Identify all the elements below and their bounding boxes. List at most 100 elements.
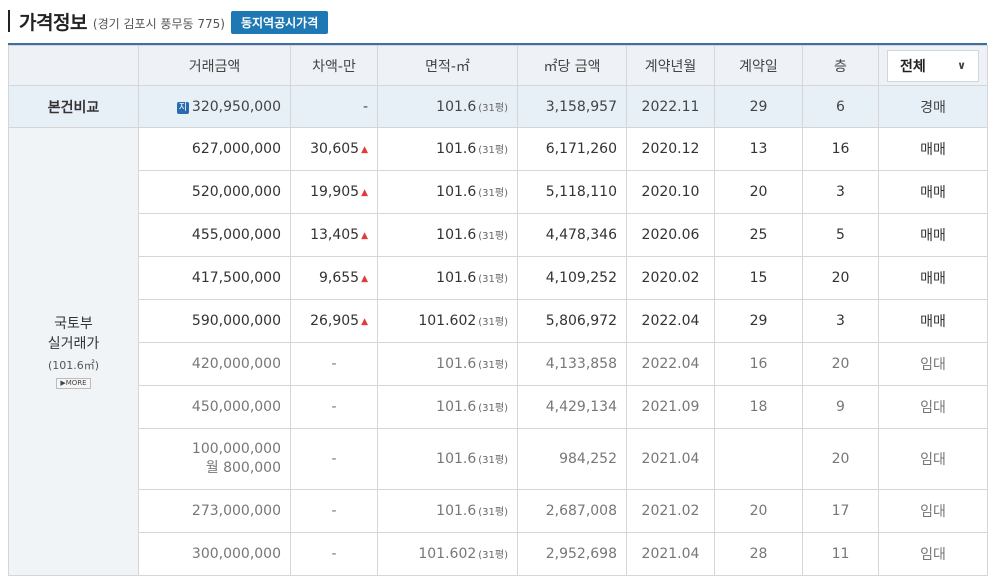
floor-cell: 11 (802, 532, 879, 576)
pyeong-value: (31평) (478, 403, 508, 414)
diff-value: - (331, 503, 337, 519)
type-cell: 매매 (878, 127, 988, 171)
pyeong-value: (31평) (478, 274, 508, 285)
price-cell: 100,000,000 월 800,000 (138, 428, 291, 490)
type-filter-value: 전체 (900, 58, 926, 75)
table-row: 국토부 실거래가 (101.6㎡) ▶MORE 627,000,000 30,60… (8, 127, 988, 576)
table-row: 100,000,000 월 800,000-101.6 (31평) 984,252 20… (9, 428, 988, 490)
year-month-cell: 2020.10 (626, 170, 715, 214)
area-cell: 101.6 (31평) (377, 428, 518, 490)
area-value: 101.6 (436, 227, 477, 243)
increase-triangle-icon: ▲ (361, 145, 368, 155)
price-cell: 273,000,000 (138, 489, 291, 533)
more-button[interactable]: ▶MORE (56, 378, 91, 389)
price: 417,500,000 (191, 270, 281, 286)
price-cell: 455,000,000 (138, 213, 291, 257)
source-area: (101.6㎡) (47, 359, 100, 372)
diff-cell: - (290, 385, 378, 429)
district-public-price-button[interactable]: 동지역공시가격 (230, 11, 329, 34)
col-header-price: 거래금액 (138, 45, 291, 86)
year-month-cell: 2021.04 (626, 532, 715, 576)
type-cell: 임대 (878, 385, 988, 429)
diff-value: - (331, 356, 337, 372)
area-cell: 101.6 (31평) (377, 489, 518, 533)
price: 100,000,000 (191, 441, 281, 457)
area-value: 101.6 (436, 451, 477, 467)
title-bar-marker (8, 10, 10, 32)
floor-cell: 20 (802, 428, 879, 490)
type-cell: 매매 (878, 170, 988, 214)
type-cell: 임대 (878, 532, 988, 576)
source-label-line2: 실거래가 (47, 336, 100, 352)
compare-per-m2: 3,158,957 (517, 85, 627, 128)
price: 300,000,000 (191, 546, 281, 562)
pyeong-value: (31평) (478, 507, 508, 518)
price-cell: 590,000,000 (138, 299, 291, 343)
type-cell: 매매 (878, 256, 988, 300)
area-value: 101.6 (436, 270, 477, 286)
diff-value: - (331, 546, 337, 562)
per-m2-cell: 4,478,346 (517, 213, 627, 257)
diff-value: 30,605 (310, 141, 360, 157)
section-header: 가격정보 (경기 김포시 풍무동 775) 동지역공시가격 (8, 6, 329, 36)
diff-value: 19,905 (310, 184, 360, 200)
compare-row: 본건비교 지 320,950,000 - 101.6 (31평) 3,158,957… (8, 85, 988, 128)
col-header-area: 면적-㎡ (377, 45, 518, 86)
area-cell: 101.6 (31평) (377, 342, 518, 386)
type-cell: 임대 (878, 342, 988, 386)
address-text: (경기 김포시 풍무동 775) (92, 16, 225, 31)
per-m2-cell: 4,109,252 (517, 256, 627, 300)
year-month-cell: 2021.02 (626, 489, 715, 533)
table-row: 520,000,000 19,905 ▲ 101.6 (31평) 5,118,110 202… (9, 170, 988, 214)
diff-value: 26,905 (310, 313, 360, 329)
day-cell: 15 (714, 256, 803, 300)
diff-value: - (331, 399, 337, 415)
compare-price-cell: 지 320,950,000 (138, 85, 291, 128)
type-filter-select[interactable]: 전체 ∨ (887, 49, 979, 82)
per-m2-cell: 6,171,260 (517, 127, 627, 171)
auction-badge-icon: 지 (176, 101, 189, 114)
col-header-floor: 층 (802, 45, 879, 86)
diff-cell: 19,905 ▲ (290, 170, 378, 214)
area-value: 101.602 (418, 546, 477, 562)
price-cell: 420,000,000 (138, 342, 291, 386)
floor-cell: 20 (802, 256, 879, 300)
type-cell: 매매 (878, 299, 988, 343)
area-value: 101.6 (436, 141, 477, 157)
diff-cell: 30,605 ▲ (290, 127, 378, 171)
diff-value: 13,405 (310, 227, 360, 243)
per-m2-cell: 984,252 (517, 428, 627, 490)
table-row: 420,000,000-101.6 (31평) 4,133,858 2022.04 16… (9, 342, 988, 386)
price-table: 거래금액 차액-만 면적-㎡ ㎡당 금액 계약년월 계약일 층 전체 ∨ 본건비… (8, 45, 988, 576)
col-header-per-m2: ㎡당 금액 (517, 45, 627, 86)
price: 590,000,000 (191, 313, 281, 329)
area-cell: 101.6 (31평) (377, 170, 518, 214)
source-label-line1: 국토부 (54, 316, 93, 332)
compare-diff: - (290, 85, 378, 128)
floor-cell: 20 (802, 342, 879, 386)
area-cell: 101.6 (31평) (377, 127, 518, 171)
floor-cell: 3 (802, 299, 879, 343)
pyeong-value: (31평) (478, 550, 508, 561)
header-blank-cell (8, 45, 139, 86)
day-cell: 25 (714, 213, 803, 257)
table-row: 450,000,000-101.6 (31평) 4,429,134 2021.09 18… (9, 385, 988, 429)
table-header-row: 거래금액 차액-만 면적-㎡ ㎡당 금액 계약년월 계약일 층 전체 ∨ (8, 45, 988, 86)
area-cell: 101.6 (31평) (377, 385, 518, 429)
table-row: 273,000,000-101.6 (31평) 2,687,008 2021.02 20… (9, 489, 988, 533)
table-row: 300,000,000-101.602 (31평) 2,952,698 2021.04… (9, 532, 988, 576)
area-value: 101.6 (436, 399, 477, 415)
col-header-day: 계약일 (714, 45, 803, 86)
per-m2-cell: 2,687,008 (517, 489, 627, 533)
compare-floor: 6 (802, 85, 879, 128)
diff-cell: - (290, 489, 378, 533)
day-cell: 18 (714, 385, 803, 429)
source-label-cell: 국토부 실거래가 (101.6㎡) ▶MORE (8, 127, 139, 576)
per-m2-cell: 4,429,134 (517, 385, 627, 429)
type-cell: 매매 (878, 213, 988, 257)
pyeong-value: (31평) (478, 188, 508, 199)
year-month-cell: 2022.04 (626, 299, 715, 343)
area-value: 101.6 (436, 503, 477, 519)
floor-cell: 16 (802, 127, 879, 171)
col-header-diff: 차액-만 (290, 45, 378, 86)
